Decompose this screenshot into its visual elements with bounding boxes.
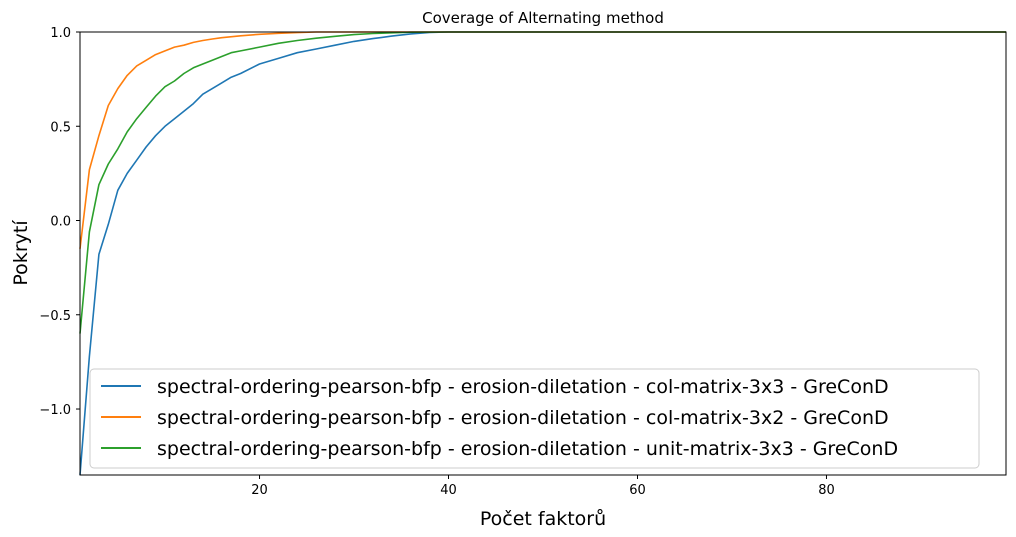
legend: spectral-ordering-pearson-bfp - erosion-… [89,368,980,469]
x-tick-label: 20 [251,483,268,498]
series-line-2 [79,31,1006,249]
legend-box [89,368,980,469]
plot-frame [79,31,1007,476]
y-tick-label: −0.5 [39,309,71,324]
y-tick-label: −1.0 [39,403,71,418]
series-line-3 [79,31,1006,334]
y-tick-label: 1.0 [50,26,71,41]
chart-title: Coverage of Alternating method [422,9,664,27]
y-axis-label: Pokrytí [10,220,32,286]
x-tick-label: 60 [629,483,646,498]
x-axis-label: Počet faktorů [480,508,606,530]
x-tick-label: 80 [818,483,835,498]
x-axis-ticks: 20 40 60 80 [251,475,835,498]
legend-label-1: spectral-ordering-pearson-bfp - erosion-… [157,376,889,398]
y-tick-label: 0.5 [50,120,71,135]
y-tick-label: 0.0 [50,215,71,230]
legend-label-3: spectral-ordering-pearson-bfp - erosion-… [157,438,898,460]
legend-label-2: spectral-ordering-pearson-bfp - erosion-… [157,407,889,429]
x-tick-label: 40 [440,483,457,498]
y-axis-ticks: 1.0 0.5 0.0 −0.5 −1.0 [39,26,80,418]
